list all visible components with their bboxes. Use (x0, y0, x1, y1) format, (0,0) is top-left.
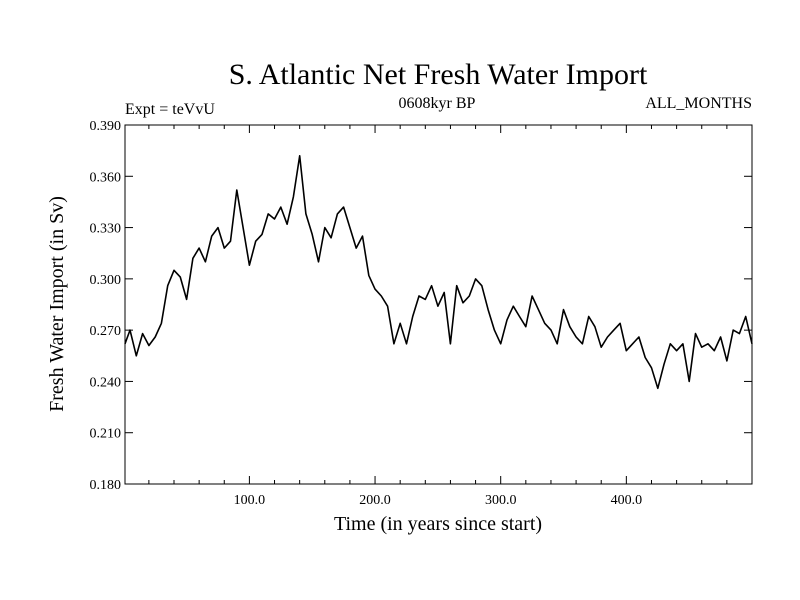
x-tick-label: 100.0 (234, 493, 266, 508)
months-label: ALL_MONTHS (645, 95, 752, 112)
x-tick-label: 200.0 (359, 493, 391, 508)
series-line (124, 155, 753, 390)
y-tick-label: 0.300 (90, 273, 122, 288)
x-tick-label: 300.0 (485, 493, 517, 508)
plot-frame (124, 124, 753, 485)
experiment-label: Expt = teVvU (125, 101, 215, 118)
x-axis-label: Time (in years since start) (334, 513, 542, 535)
y-tick-label: 0.270 (90, 324, 122, 339)
y-tick-label: 0.240 (90, 375, 122, 390)
y-axis-label: Fresh Water Import (in Sv) (46, 196, 68, 412)
period-label: 0608kyr BP (399, 95, 476, 112)
y-tick-label: 0.390 (90, 119, 122, 134)
y-tick-label: 0.210 (90, 427, 122, 442)
y-tick-label: 0.180 (90, 478, 122, 493)
y-tick-label: 0.330 (90, 222, 122, 237)
y-tick-label: 0.360 (90, 170, 122, 185)
x-axis: 100.0 200.0 300.0 400.0 (148, 125, 728, 508)
x-tick-label: 400.0 (611, 493, 643, 508)
chart-title: S. Atlantic Net Fresh Water Import (229, 58, 648, 91)
y-axis: 0.180 0.210 0.240 0.270 0.300 0.330 0.360 0.390 (90, 119, 752, 493)
